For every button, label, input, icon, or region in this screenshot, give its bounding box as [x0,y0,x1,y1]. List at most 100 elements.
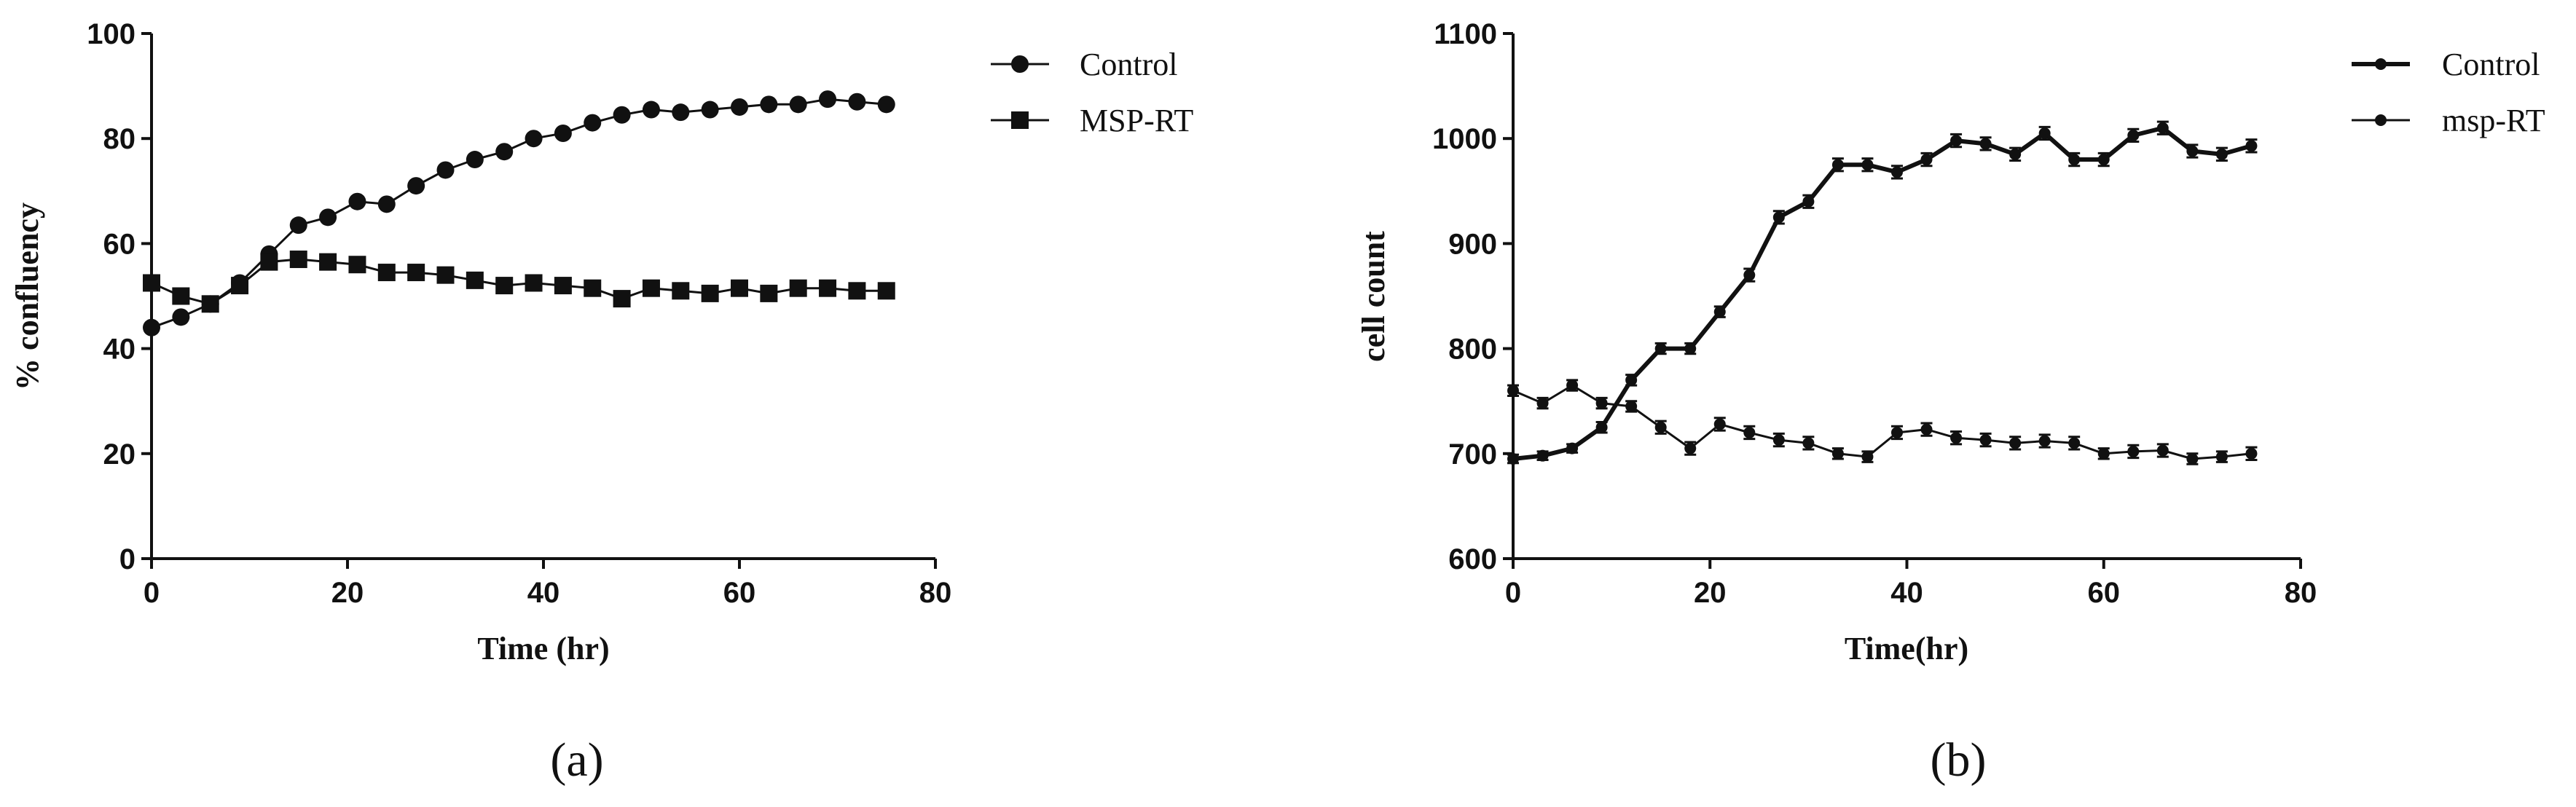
chart-a-data-point [319,253,337,271]
chart-b-data-point [1831,447,1844,460]
chart-b-data-point [1920,423,1933,436]
chart-a-data-point [848,282,866,300]
chart-a-data-point [319,208,337,227]
chart-a-series-msp-rt [143,251,895,313]
chart-b-y-tick-label: 700 [1448,438,1497,471]
chart-a-x-tick-label: 40 [527,577,560,609]
chart-b-data-point [2127,445,2140,457]
chart-b-series [1507,120,2258,465]
chart-a-y-axis-title: % confluency [9,202,45,390]
chart-b-legend: Control msp-RT [2352,47,2545,138]
chart-b-data-point [2009,437,2022,449]
chart-b-legend-item-control: Control [2352,47,2540,82]
chart-a-data-point [495,277,514,295]
chart-b-data-point [2038,435,2051,447]
chart-a-data-point [819,279,837,297]
chart-a-data-point [377,264,396,282]
chart-b-data-point [2097,447,2110,460]
chart-a-y-tick-label: 80 [103,123,136,155]
chart-b-data-point [1743,426,1756,438]
chart-a-data-point [436,266,455,284]
chart-b-data-point [1566,442,1579,454]
chart-a-data-point [613,106,631,124]
chart-b-y-tick-label: 600 [1448,543,1497,575]
chart-b-data-point [1595,421,1608,433]
chart-a-data-point [848,92,866,111]
chart-b-data-point [1950,432,1963,444]
chart-b-data-point [2097,154,2110,166]
chart-a-data-point [231,277,249,295]
chart-a-legend: Control MSP-RT [991,47,1193,138]
chart-a-legend-label-msp-rt: MSP-RT [1080,103,1193,138]
chart-a-data-point [672,282,690,300]
chart-b-x-tick-label: 0 [1505,577,1521,609]
chart-b-series-control [1507,120,2258,465]
chart-b-data-point [1772,434,1785,446]
chart-a-legend-item-control: Control [991,47,1177,82]
chart-b-data-point [2009,148,2022,160]
chart-a-x-axis-title: Time (hr) [477,631,609,666]
chart-b-axes [1512,34,2301,560]
chart-b-data-point [2068,437,2081,449]
chart-b-legend-item-msp-rt: msp-RT [2352,103,2545,138]
chart-a-data-point [642,101,660,119]
chart-b-data-point [1654,342,1667,355]
chart-b-data-point [2186,145,2199,157]
chart-a-y-tick-label: 20 [103,438,136,471]
chart-b-data-point [2245,447,2258,460]
chart-a-data-point [289,251,307,269]
chart-b-data-point [1684,442,1697,454]
chart-a-axes [150,34,935,560]
chart-a-data-point [143,318,160,336]
chart-b-ticks: 600 700 800 900 1000 1100 0 20 40 60 80 [1432,18,2317,609]
chart-b-data-point [2186,453,2199,465]
chart-b-data-point [1920,154,1933,166]
chart-a-y-tick-label: 60 [103,228,136,260]
chart-a-data-point [877,282,895,300]
chart-a-data-point [172,308,190,326]
chart-a-data-point [525,274,543,292]
chart-b-data-point [1890,166,1903,178]
chart-a-data-point [554,124,572,142]
chart-a-data-point [584,279,602,297]
chart-b-data-point [1979,434,1992,446]
chart-b: 600 700 800 900 1000 1100 0 20 40 60 80 Time(hr) c… [1356,18,2545,787]
chart-b-y-tick-label: 1000 [1432,123,1497,155]
chart-b-series-msp-rt [1507,379,2258,465]
chart-a-data-point [348,256,366,274]
chart-b-data-point [1890,426,1903,438]
chart-a-panel-label: (a) [550,733,603,787]
chart-b-data-point [2127,129,2140,141]
chart-b-data-point [1861,159,1874,171]
chart-b-legend-marker-control [2375,58,2387,70]
chart-a-data-point [789,279,807,297]
chart-a-data-point [172,287,190,305]
chart-b-data-point [1861,451,1874,463]
chart-a-legend-marker-msp-rt [1011,111,1029,129]
chart-b-x-tick-label: 20 [1694,577,1727,609]
chart-a-ticks: 0 20 40 60 80 100 0 20 40 60 80 [87,18,951,609]
chart-b-data-point [1566,379,1579,392]
chart-b-y-tick-label: 900 [1448,228,1497,260]
chart-b-data-point [2215,148,2228,160]
chart-a-data-point [201,295,219,313]
chart-b-legend-marker-msp-rt [2375,114,2387,126]
chart-a-data-point [554,277,572,295]
chart-a-data-point [789,95,807,114]
chart-a-series-control [143,90,895,336]
chart-a-data-point [877,95,895,114]
chart-b-series-line-control [1512,125,2253,461]
chart-a-data-point [672,103,690,122]
chart-b-y-tick-label: 800 [1448,334,1497,366]
chart-a-data-point [260,253,278,271]
chart-b-data-point [2156,122,2169,134]
chart-b-data-point [2068,154,2081,166]
chart-b-x-tick-label: 60 [2088,577,2121,609]
chart-b-data-point [2038,127,2051,139]
chart-a-data-point [466,271,484,289]
chart-a-data-point [377,195,396,213]
chart-b-data-point [1802,437,1815,449]
chart-a-data-point [584,114,602,132]
chart-a-series [143,90,895,336]
